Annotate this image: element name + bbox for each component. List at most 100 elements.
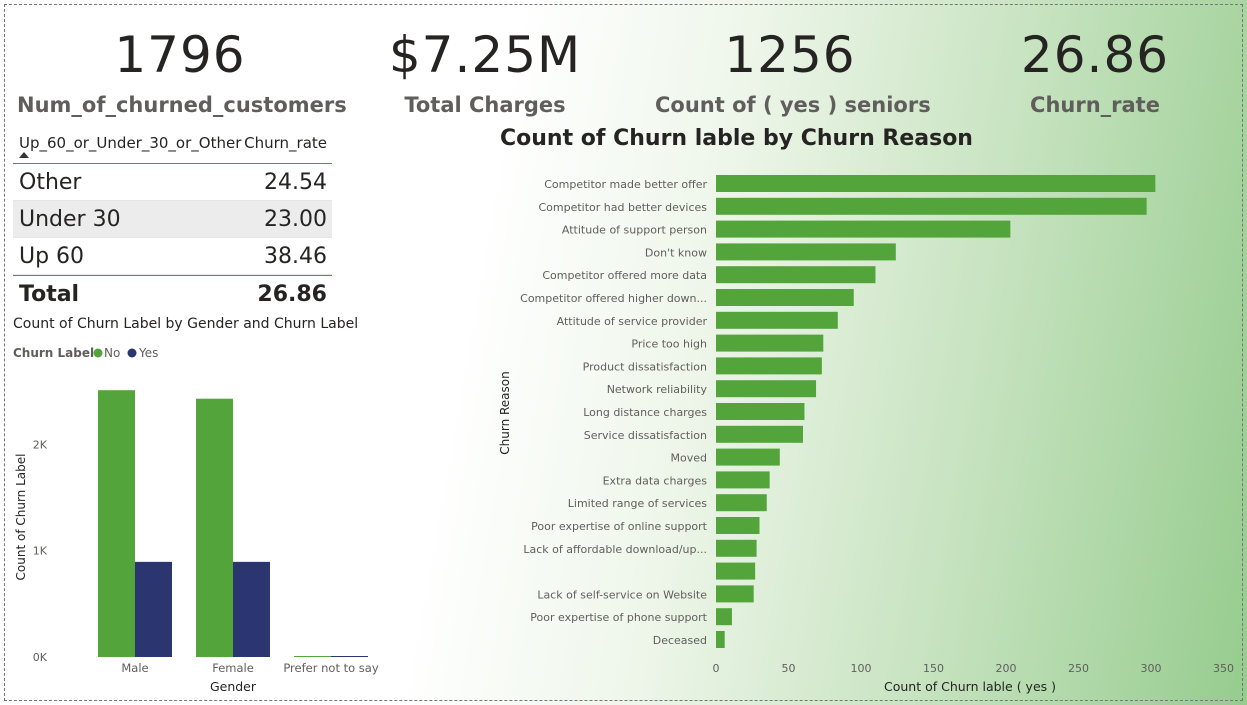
reason-bar[interactable] xyxy=(716,289,854,306)
kpi-churned-customers-label: Num_of_churned_customers xyxy=(17,93,347,117)
reason-y-tick-label: Long distance charges xyxy=(583,406,707,419)
reason-x-tick-label: 150 xyxy=(923,662,944,675)
reason-x-tick-label: 50 xyxy=(782,662,796,675)
reason-bar[interactable] xyxy=(716,448,780,466)
reason-y-tick-label: Price too high xyxy=(631,338,707,351)
table-cell-value: 24.54 xyxy=(264,170,327,195)
reason-y-tick-label: Competitor made better offer xyxy=(544,178,707,191)
gender-bar-yes[interactable] xyxy=(331,656,368,657)
legend-yes-label[interactable]: Yes xyxy=(138,346,158,360)
reason-bar[interactable] xyxy=(716,539,757,557)
dashboard-frame xyxy=(4,4,1243,701)
table-row[interactable]: Under 30 23.00 xyxy=(13,201,332,238)
reason-y-tick-label: Extra data charges xyxy=(603,474,708,487)
gender-chart-xlabel: Gender xyxy=(210,679,257,694)
table-total-value: 26.86 xyxy=(257,282,327,307)
table-header: Up_60_or_Under_30_or_Other Churn_rate xyxy=(13,128,332,164)
legend-title: Churn Label xyxy=(13,346,94,360)
table-cell-label: Under 30 xyxy=(19,207,121,232)
reason-bar[interactable] xyxy=(716,425,803,443)
legend-no-marker xyxy=(93,348,103,358)
reason-y-tick-label: Poor expertise of phone support xyxy=(530,611,707,624)
gender-x-tick-label: Male xyxy=(121,661,148,675)
reason-y-tick-label: Don't know xyxy=(645,246,707,259)
reason-y-tick-label: Limited range of services xyxy=(568,497,707,510)
gender-y-tick-label: 2K xyxy=(33,438,48,451)
reason-x-tick-label: 250 xyxy=(1068,662,1089,675)
gender-y-tick-label: 1K xyxy=(33,545,48,558)
reason-bar[interactable] xyxy=(716,266,876,284)
reason-x-tick-label: 200 xyxy=(996,662,1017,675)
reason-bar[interactable] xyxy=(716,631,725,648)
reason-bar[interactable] xyxy=(716,357,822,375)
reason-bar[interactable] xyxy=(716,243,896,261)
reason-chart-title: Count of Churn lable by Churn Reason xyxy=(500,126,973,151)
reason-chart: Churn Reason Count of Churn lable ( yes … xyxy=(498,175,1234,694)
reason-x-tick-label: 300 xyxy=(1141,662,1162,675)
reason-y-tick-label: Competitor had better devices xyxy=(538,201,707,214)
legend-yes-marker xyxy=(127,348,137,358)
gender-bar-no[interactable] xyxy=(98,390,135,657)
reason-bar[interactable] xyxy=(716,220,1011,238)
reason-bar[interactable] xyxy=(716,585,754,603)
reason-x-tick-label: 0 xyxy=(713,662,720,675)
kpi-seniors-label: Count of ( yes ) seniors xyxy=(655,93,931,117)
table-total-row: Total 26.86 xyxy=(13,275,332,314)
gender-bar-no[interactable] xyxy=(294,656,331,657)
table-cell-label: Other xyxy=(19,170,82,195)
table-header-churn-rate[interactable]: Churn_rate xyxy=(244,134,327,152)
reason-y-tick-label: Attitude of service provider xyxy=(557,315,708,328)
reason-bar[interactable] xyxy=(716,471,770,489)
sort-ascending-icon[interactable] xyxy=(19,152,29,158)
reason-y-tick-label: Network reliability xyxy=(607,383,708,396)
table-header-group[interactable]: Up_60_or_Under_30_or_Other xyxy=(19,134,242,152)
gender-bar-no[interactable] xyxy=(196,398,233,657)
reason-bar[interactable] xyxy=(716,380,817,398)
reason-bar[interactable] xyxy=(716,494,767,512)
churn-rate-table: Up_60_or_Under_30_or_Other Churn_rate Ot… xyxy=(13,128,332,314)
reason-bar[interactable] xyxy=(716,197,1147,215)
reason-y-tick-label: Lack of affordable download/up... xyxy=(523,543,707,556)
reason-y-tick-label: Competitor offered more data xyxy=(542,269,707,282)
reason-x-tick-label: 350 xyxy=(1213,662,1234,675)
table-row[interactable]: Other 24.54 xyxy=(13,164,332,201)
gender-bar-yes[interactable] xyxy=(135,561,172,657)
table-cell-label: Up 60 xyxy=(19,244,85,269)
reason-chart-ylabel: Churn Reason xyxy=(498,371,512,454)
gender-chart-title: Count of Churn Label by Gender and Churn… xyxy=(13,316,359,332)
table-cell-value: 23.00 xyxy=(264,207,327,232)
gender-chart: Churn Label No Yes Count of Churn Label … xyxy=(13,346,379,694)
reason-bar[interactable] xyxy=(716,608,732,626)
table-total-label: Total xyxy=(19,282,80,307)
reason-y-tick-label: Lack of self-service on Website xyxy=(537,588,707,601)
gender-x-tick-label: Prefer not to say xyxy=(283,661,379,675)
reason-bar[interactable] xyxy=(716,311,838,329)
reason-y-tick-label: Service dissatisfaction xyxy=(584,429,707,442)
reason-x-tick-label: 100 xyxy=(851,662,872,675)
reason-y-tick-label: Attitude of support person xyxy=(562,224,707,237)
gender-y-tick-label: 0K xyxy=(33,651,48,664)
kpi-churn-rate-value: 26.86 xyxy=(1020,26,1170,84)
reason-bar[interactable] xyxy=(716,562,756,580)
reason-bar[interactable] xyxy=(716,517,760,534)
reason-y-tick-label: Competitor offered higher down... xyxy=(520,292,707,305)
reason-chart-xlabel: Count of Churn lable ( yes ) xyxy=(884,679,1056,694)
reason-bar[interactable] xyxy=(716,175,1156,192)
reason-bar[interactable] xyxy=(716,403,805,420)
table-cell-value: 38.46 xyxy=(264,244,327,269)
gender-bar-yes[interactable] xyxy=(233,561,270,657)
reason-y-tick-label: Poor expertise of online support xyxy=(531,520,708,533)
kpi-seniors-value: 1256 xyxy=(724,26,856,84)
reason-y-tick-label: Moved xyxy=(671,452,707,465)
kpi-churned-customers-value: 1796 xyxy=(114,26,246,84)
legend-no-label[interactable]: No xyxy=(104,346,120,360)
reason-y-tick-label: Deceased xyxy=(653,634,707,647)
reason-y-tick-label: Product dissatisfaction xyxy=(583,360,707,373)
kpi-total-charges-value: $7.25M xyxy=(388,26,582,84)
gender-x-tick-label: Female xyxy=(212,661,254,675)
gender-chart-ylabel: Count of Churn Label xyxy=(14,454,28,581)
reason-bar[interactable] xyxy=(716,334,824,352)
kpi-churn-rate-label: Churn_rate xyxy=(1030,93,1160,117)
kpi-total-charges-label: Total Charges xyxy=(404,93,566,117)
table-row[interactable]: Up 60 38.46 xyxy=(13,238,332,275)
